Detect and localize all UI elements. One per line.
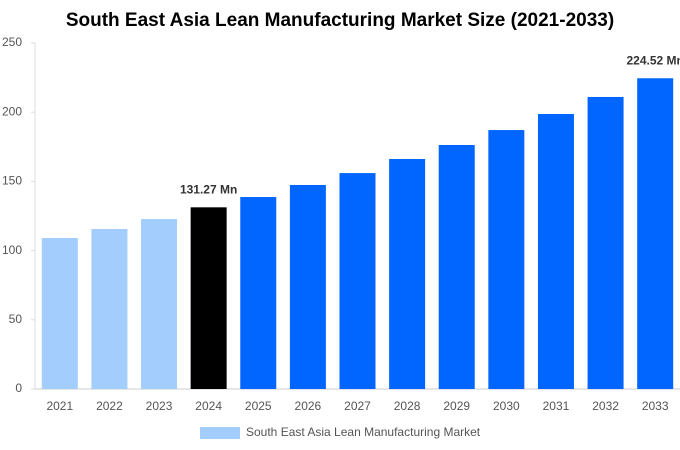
chart-title: South East Asia Lean Manufacturing Marke…: [66, 10, 614, 31]
x-tick-label: 2027: [344, 399, 371, 413]
x-tick-label: 2024: [195, 399, 222, 413]
x-tick-label: 2033: [642, 399, 669, 413]
x-tick-label: 2032: [592, 399, 619, 413]
y-tick-label: 150: [2, 174, 22, 188]
x-tick-label: 2029: [443, 399, 470, 413]
x-tick-label: 2022: [96, 399, 123, 413]
legend-label: South East Asia Lean Manufacturing Marke…: [246, 425, 481, 439]
data-label: 224.52 Mn: [627, 53, 680, 67]
bar: [240, 197, 277, 389]
x-tick-label: 2030: [493, 399, 520, 413]
x-tick-label: 2025: [245, 399, 272, 413]
x-tick-label: 2026: [295, 399, 322, 413]
bar: [289, 184, 326, 389]
y-tick-label: 50: [9, 312, 23, 326]
bar: [637, 78, 674, 390]
x-tick-label: 2028: [394, 399, 421, 413]
bar: [389, 158, 426, 389]
x-tick-label: 2031: [543, 399, 570, 413]
data-label: 131.27 Mn: [180, 182, 237, 196]
y-tick-label: 0: [15, 381, 22, 395]
bar: [488, 130, 525, 390]
x-tick-label: 2021: [46, 399, 73, 413]
bar: [91, 229, 128, 389]
y-tick-label: 100: [2, 243, 22, 257]
legend-swatch: [200, 427, 240, 439]
bar: [438, 145, 475, 389]
bar: [339, 173, 376, 389]
y-tick-label: 250: [2, 35, 22, 49]
bar: [587, 96, 624, 389]
bar: [190, 207, 227, 389]
bar: [537, 113, 574, 389]
y-tick-label: 200: [2, 104, 22, 118]
x-tick-label: 2023: [146, 399, 173, 413]
bar: [141, 219, 178, 389]
bar: [41, 238, 78, 389]
